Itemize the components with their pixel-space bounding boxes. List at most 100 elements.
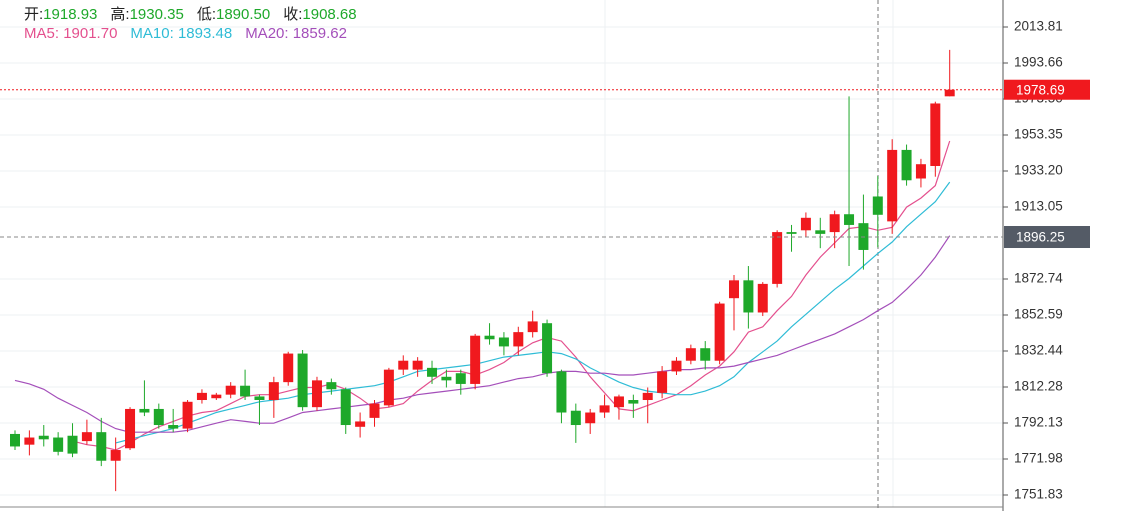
legend-name: MA10 bbox=[130, 25, 170, 42]
candle-body bbox=[671, 360, 682, 372]
candle-body bbox=[10, 433, 20, 447]
candle-body bbox=[872, 196, 883, 215]
legend-item: MA10: 1893.48 bbox=[130, 25, 232, 42]
candle-body bbox=[915, 164, 926, 179]
ohlc-value: 1908.68 bbox=[302, 6, 357, 23]
candle-body bbox=[38, 435, 49, 440]
candle-body bbox=[628, 400, 639, 404]
candle-body bbox=[729, 280, 739, 299]
ohlc-label: 高: bbox=[110, 6, 130, 23]
candle-body bbox=[412, 360, 423, 370]
crosshair-label: 1896.25 bbox=[1016, 230, 1065, 245]
separator: : bbox=[54, 25, 64, 42]
candle-body bbox=[340, 389, 351, 426]
legend-value: 1893.48 bbox=[177, 25, 233, 42]
legend-item: MA5: 1901.70 bbox=[24, 25, 117, 42]
candle-body bbox=[599, 405, 610, 413]
candle-body bbox=[887, 149, 898, 222]
ohlc-value: 1918.93 bbox=[43, 6, 98, 23]
candle-body bbox=[786, 232, 797, 234]
grid bbox=[0, 26, 1003, 496]
candle-body bbox=[96, 432, 107, 461]
candle-body bbox=[182, 401, 193, 429]
candle-body bbox=[211, 394, 222, 399]
y-tick-label: 1872.74 bbox=[1014, 271, 1063, 286]
candle-body bbox=[685, 348, 696, 361]
candle-body bbox=[24, 437, 35, 445]
ma-line bbox=[115, 181, 951, 444]
candle-body bbox=[470, 335, 481, 384]
candle-body bbox=[168, 425, 179, 429]
y-tick-label: 1953.35 bbox=[1014, 127, 1063, 142]
candle-body bbox=[815, 230, 826, 234]
candle-body bbox=[110, 450, 121, 461]
candle-body bbox=[743, 280, 754, 313]
y-tick-label: 1852.59 bbox=[1014, 307, 1063, 322]
ma-line bbox=[72, 140, 951, 451]
ma-line bbox=[14, 235, 951, 433]
candle-body bbox=[355, 421, 366, 427]
candle-body bbox=[196, 392, 207, 401]
candle-body bbox=[427, 367, 438, 377]
candle-body bbox=[268, 382, 279, 401]
legend-item: MA20: 1859.62 bbox=[245, 25, 347, 42]
y-tick-label: 1771.98 bbox=[1014, 451, 1063, 466]
ohlc-item: 高:1930.35 bbox=[110, 6, 183, 23]
y-tick-label: 1993.66 bbox=[1014, 55, 1063, 70]
y-tick-label: 1792.13 bbox=[1014, 415, 1063, 430]
candle-body bbox=[225, 385, 236, 395]
y-tick-label: 1913.05 bbox=[1014, 199, 1063, 214]
ohlc-label: 收: bbox=[283, 6, 303, 23]
ohlc-header: 开:1918.93 高:1930.35 低:1890.50 收:1908.68 bbox=[24, 3, 370, 24]
candle-body bbox=[944, 89, 955, 97]
candle-body bbox=[498, 337, 509, 347]
candle-body bbox=[700, 348, 711, 361]
candle-body bbox=[585, 412, 596, 424]
candle-body bbox=[901, 149, 912, 181]
candle-body bbox=[297, 353, 308, 408]
candle-body bbox=[398, 360, 409, 370]
ohlc-label: 低: bbox=[196, 6, 216, 23]
y-tick-label: 2013.81 bbox=[1014, 19, 1063, 34]
candle-body bbox=[714, 303, 725, 361]
candle-body bbox=[369, 403, 380, 418]
candle-body bbox=[81, 432, 92, 442]
candle-body bbox=[240, 385, 251, 397]
candle-body bbox=[556, 371, 567, 413]
legend-value: 1859.62 bbox=[292, 25, 347, 42]
candle-body bbox=[570, 410, 581, 426]
last-price-label: 1978.69 bbox=[1016, 82, 1065, 97]
candle-body bbox=[383, 369, 394, 406]
ohlc-item: 开:1918.93 bbox=[24, 6, 97, 23]
candle-body bbox=[657, 371, 668, 393]
candle-body bbox=[153, 408, 164, 426]
last-price-box bbox=[1004, 79, 1090, 100]
legend-name: MA20 bbox=[245, 25, 285, 42]
separator: : bbox=[169, 25, 178, 42]
candle-body bbox=[772, 232, 783, 284]
ohlc-item: 收:1908.68 bbox=[283, 6, 356, 23]
candle-body bbox=[125, 408, 136, 449]
candle-body bbox=[513, 332, 524, 347]
legend-name: MA5 bbox=[24, 25, 55, 42]
ohlc-value: 1890.50 bbox=[215, 6, 271, 23]
ohlc-value: 1930.35 bbox=[129, 6, 184, 23]
candle-body bbox=[844, 214, 855, 225]
y-tick-label: 1812.28 bbox=[1014, 379, 1063, 394]
y-tick-label: 1832.44 bbox=[1014, 343, 1063, 358]
candle-body bbox=[527, 321, 538, 333]
candle-body bbox=[53, 437, 64, 452]
candle-body bbox=[441, 376, 452, 381]
ma-legend: MA5: 1901.70 MA10: 1893.48 MA20: 1859.62 bbox=[24, 25, 360, 42]
candle-body bbox=[139, 408, 150, 413]
candle-body bbox=[613, 396, 624, 408]
candle-body bbox=[67, 435, 78, 454]
ohlc-item: 低:1890.50 bbox=[197, 6, 270, 23]
candle-body bbox=[254, 396, 265, 401]
candle-body bbox=[484, 335, 495, 340]
y-tick-label: 1933.20 bbox=[1014, 163, 1063, 178]
ohlc-label: 开: bbox=[24, 6, 44, 23]
y-tick-label: 1751.83 bbox=[1014, 487, 1063, 502]
